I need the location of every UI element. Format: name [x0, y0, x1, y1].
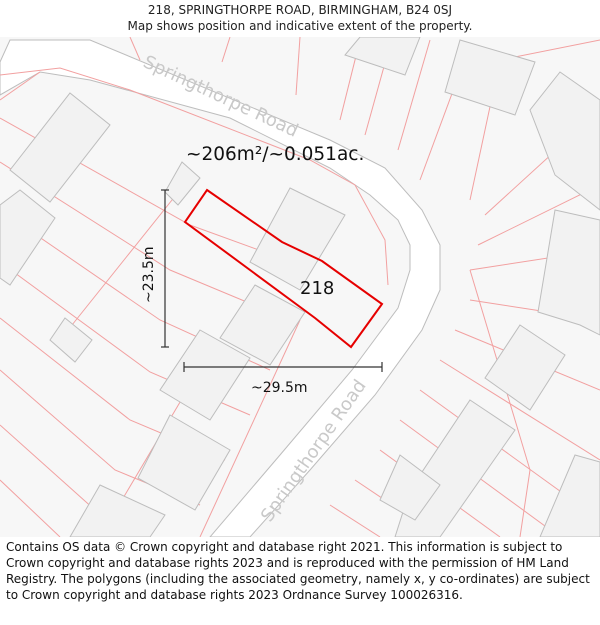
property-map[interactable]: Springthorpe Road Springthorpe Road ~206… [0, 37, 600, 537]
copyright-footer: Contains OS data © Crown copyright and d… [6, 539, 596, 603]
attribution-text: Contains OS data © Crown copyright and d… [6, 540, 590, 602]
plot-number: 218 [300, 278, 334, 299]
map-description: Map shows position and indicative extent… [127, 19, 473, 33]
area-label: ~206m²/~0.051ac. [186, 144, 364, 165]
road-area [0, 39, 441, 537]
buildings [0, 37, 600, 537]
property-address: 218, SPRINGTHORPE ROAD, BIRMINGHAM, B24 … [147, 3, 453, 17]
property-boundary[interactable] [183, 188, 384, 349]
map-header: 218, SPRINGTHORPE ROAD, BIRMINGHAM, B24 … [0, 0, 600, 37]
dimension-lines [161, 189, 383, 372]
width-dimension-label: ~29.5m [251, 380, 308, 396]
height-dimension-label: ~23.5m [141, 246, 157, 303]
